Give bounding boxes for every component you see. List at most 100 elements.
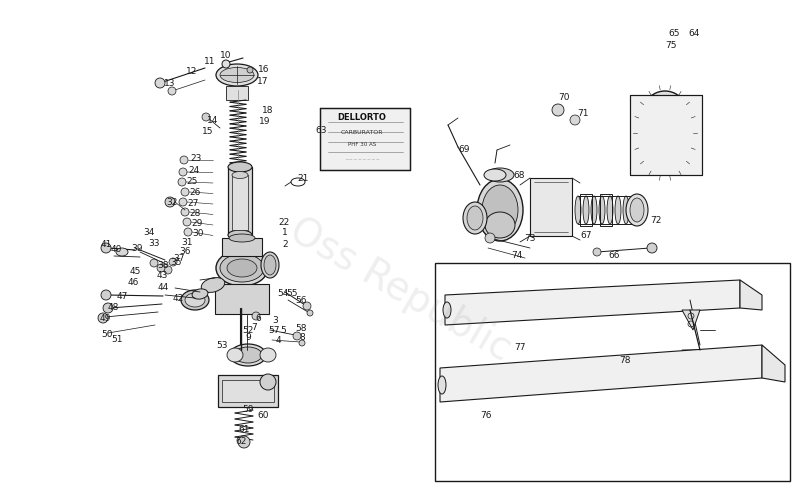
Text: 62: 62 (235, 437, 246, 445)
Text: 48: 48 (107, 302, 118, 312)
Polygon shape (682, 350, 700, 370)
Text: PHF 30 AS: PHF 30 AS (348, 142, 376, 147)
Circle shape (238, 436, 250, 448)
Text: 58: 58 (295, 323, 306, 333)
Text: 65: 65 (668, 28, 680, 38)
Ellipse shape (228, 162, 252, 172)
Text: 74: 74 (511, 250, 522, 260)
Text: 78: 78 (619, 356, 630, 365)
Text: _ _ _ _ _ _ _ _: _ _ _ _ _ _ _ _ (345, 153, 379, 158)
Bar (226, 86, 248, 100)
Circle shape (98, 313, 108, 323)
Text: 14: 14 (207, 116, 218, 124)
Polygon shape (445, 280, 740, 325)
Ellipse shape (648, 107, 682, 159)
Circle shape (252, 312, 260, 320)
Bar (232, 175, 248, 230)
Circle shape (101, 290, 111, 300)
Text: 41: 41 (100, 240, 112, 248)
Circle shape (299, 340, 305, 346)
Text: 12: 12 (186, 68, 198, 76)
Text: DELLORTO: DELLORTO (338, 113, 386, 122)
Text: 24: 24 (188, 166, 200, 174)
Text: 22: 22 (278, 218, 290, 226)
Ellipse shape (467, 206, 483, 230)
Ellipse shape (443, 302, 451, 318)
Circle shape (247, 67, 253, 73)
Circle shape (202, 113, 210, 121)
Bar (222, 238, 262, 256)
Text: 35: 35 (170, 258, 182, 267)
Ellipse shape (202, 277, 225, 293)
Text: 1: 1 (282, 227, 288, 237)
Text: 36: 36 (179, 246, 190, 255)
Text: 13: 13 (164, 79, 176, 89)
Ellipse shape (116, 248, 128, 256)
Text: 60: 60 (258, 411, 269, 419)
Circle shape (178, 178, 186, 186)
Text: 4: 4 (275, 336, 281, 344)
Text: 33: 33 (148, 239, 160, 247)
Ellipse shape (216, 250, 268, 286)
Ellipse shape (230, 344, 266, 366)
Circle shape (303, 302, 311, 310)
Bar (218, 375, 278, 407)
Circle shape (164, 266, 172, 274)
Circle shape (307, 310, 313, 316)
Ellipse shape (486, 168, 514, 182)
Bar (580, 194, 592, 226)
Bar (228, 167, 252, 235)
Text: 49: 49 (99, 314, 110, 322)
Text: 8: 8 (299, 333, 305, 342)
Ellipse shape (477, 179, 523, 241)
Ellipse shape (232, 172, 248, 178)
Text: 25: 25 (186, 176, 198, 186)
Circle shape (184, 228, 192, 236)
Text: 40: 40 (110, 245, 122, 253)
Text: 32: 32 (166, 197, 178, 206)
Bar (630, 95, 702, 175)
Text: 68: 68 (514, 171, 525, 179)
Bar (320, 108, 410, 170)
Ellipse shape (607, 196, 613, 224)
Ellipse shape (641, 99, 689, 167)
Bar (600, 194, 612, 226)
Text: 27: 27 (187, 198, 198, 207)
Text: 64: 64 (688, 29, 700, 39)
Ellipse shape (227, 348, 243, 362)
Text: 57: 57 (268, 325, 280, 335)
Text: 31: 31 (182, 238, 193, 246)
Circle shape (593, 248, 601, 256)
Text: 67: 67 (580, 230, 592, 240)
Text: 53: 53 (216, 341, 228, 349)
Text: 73: 73 (524, 234, 536, 243)
Ellipse shape (631, 196, 637, 224)
Ellipse shape (216, 64, 258, 86)
Ellipse shape (228, 230, 252, 240)
Text: 75: 75 (666, 42, 677, 50)
Text: 43: 43 (156, 270, 168, 279)
Text: 7: 7 (251, 322, 257, 332)
Circle shape (150, 259, 158, 267)
Ellipse shape (599, 196, 605, 224)
Ellipse shape (626, 194, 648, 226)
Text: 11: 11 (204, 57, 216, 67)
Text: 54: 54 (278, 289, 289, 297)
Circle shape (570, 115, 580, 125)
Text: 66: 66 (608, 250, 620, 260)
Text: 71: 71 (578, 108, 589, 118)
Circle shape (103, 303, 113, 313)
Text: 59: 59 (242, 405, 254, 414)
Circle shape (180, 156, 188, 164)
Circle shape (183, 218, 191, 226)
Circle shape (165, 197, 175, 207)
Text: 16: 16 (258, 66, 270, 74)
Text: 46: 46 (127, 277, 138, 287)
Text: 50: 50 (102, 329, 113, 339)
Text: 17: 17 (258, 77, 269, 87)
Text: 26: 26 (190, 188, 201, 196)
Circle shape (155, 78, 165, 88)
Circle shape (101, 243, 111, 253)
Circle shape (179, 168, 187, 176)
Ellipse shape (220, 68, 254, 82)
